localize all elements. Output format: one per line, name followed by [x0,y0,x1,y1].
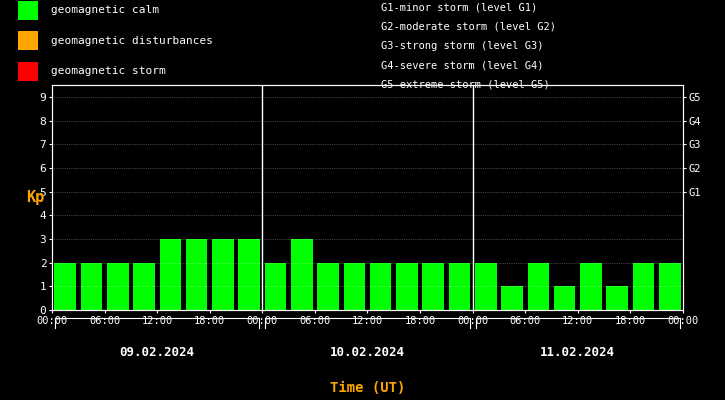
Text: G5-extreme storm (level G5): G5-extreme storm (level G5) [381,79,550,89]
Bar [607,286,628,310]
Bar [449,263,471,310]
Text: Time (UT): Time (UT) [330,382,405,395]
Bar [396,263,418,310]
Bar [344,263,365,310]
Bar [107,263,128,310]
Bar [160,239,181,310]
Bar [370,263,392,310]
Text: 09.02.2024: 09.02.2024 [120,346,195,359]
Bar [186,239,207,310]
Text: geomagnetic storm: geomagnetic storm [51,66,166,76]
Bar [633,263,655,310]
Bar [265,263,286,310]
Text: G2-moderate storm (level G2): G2-moderate storm (level G2) [381,22,555,32]
Bar [133,263,155,310]
Text: geomagnetic disturbances: geomagnetic disturbances [51,36,213,46]
Text: G1-minor storm (level G1): G1-minor storm (level G1) [381,3,537,13]
Bar [475,263,497,310]
Text: G4-severe storm (level G4): G4-severe storm (level G4) [381,60,543,70]
Bar [580,263,602,310]
Bar [80,263,102,310]
Bar [423,263,444,310]
Bar [18,62,38,81]
Bar [212,239,233,310]
Bar [554,286,576,310]
Bar [659,263,681,310]
Y-axis label: Kp: Kp [26,190,45,205]
Bar [18,32,38,50]
Text: G3-strong storm (level G3): G3-strong storm (level G3) [381,41,543,51]
Bar [318,263,339,310]
Bar [291,239,312,310]
Bar [239,239,260,310]
Text: geomagnetic calm: geomagnetic calm [51,5,160,15]
Text: 10.02.2024: 10.02.2024 [330,346,405,359]
Bar [528,263,549,310]
Bar [501,286,523,310]
Bar [54,263,76,310]
Text: 11.02.2024: 11.02.2024 [540,346,616,359]
Bar [18,1,38,20]
